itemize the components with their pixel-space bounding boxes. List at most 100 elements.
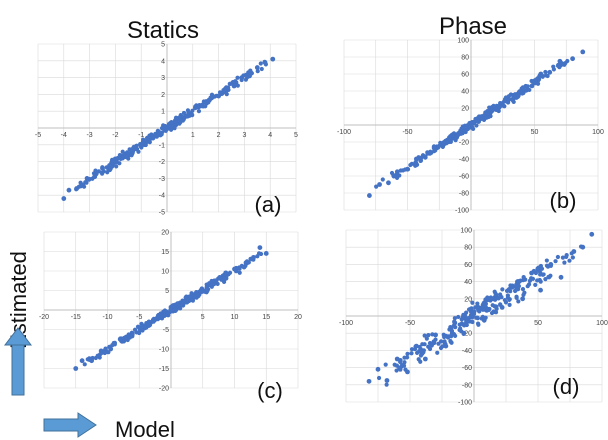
data-point	[394, 169, 400, 175]
x-tick-label: -50	[402, 129, 412, 136]
data-point	[476, 322, 481, 327]
x-tick-label: -4	[61, 132, 67, 139]
data-point	[222, 276, 228, 282]
y-tick-label: 40	[464, 279, 472, 286]
data-point	[131, 145, 136, 151]
data-point	[497, 104, 502, 109]
x-tick-label: -5	[136, 314, 142, 321]
data-point	[398, 168, 403, 173]
data-point	[571, 249, 577, 254]
data-point	[475, 306, 481, 311]
data-point	[520, 296, 526, 302]
data-point	[418, 158, 423, 163]
data-point	[440, 143, 446, 148]
data-point	[516, 299, 521, 304]
data-point	[174, 301, 180, 307]
data-point	[188, 111, 193, 116]
y-tick-label: 5	[165, 288, 169, 295]
data-point	[73, 366, 79, 371]
data-point	[141, 140, 146, 146]
data-point	[409, 161, 414, 166]
data-point	[235, 83, 240, 88]
data-point	[488, 114, 493, 119]
data-point	[105, 170, 110, 175]
data-point	[570, 255, 575, 260]
data-point	[452, 316, 457, 321]
data-point	[154, 134, 160, 139]
data-point	[117, 161, 122, 166]
data-point	[465, 319, 470, 324]
data-point	[447, 327, 452, 332]
y-tick-label: 40	[461, 89, 469, 96]
data-point	[490, 296, 496, 302]
data-point	[477, 114, 482, 119]
data-point	[443, 343, 449, 349]
data-point	[92, 174, 98, 180]
data-point	[270, 56, 276, 62]
data-point	[262, 60, 268, 65]
data-point	[589, 231, 595, 237]
data-point	[536, 77, 542, 82]
data-point	[527, 87, 532, 93]
data-point	[258, 61, 263, 66]
data-point	[413, 163, 418, 168]
data-point	[475, 316, 480, 321]
data-point	[466, 125, 471, 130]
data-point	[533, 282, 538, 287]
data-point	[463, 129, 468, 135]
data-point	[465, 316, 470, 321]
data-point	[567, 258, 572, 263]
data-point	[470, 319, 475, 325]
data-point	[127, 334, 133, 340]
data-point	[456, 314, 461, 320]
y-tick-label: 2	[161, 92, 165, 99]
y-tick-label: 15	[161, 249, 169, 256]
y-tick-label: 20	[161, 230, 169, 237]
data-point	[536, 265, 541, 270]
data-point	[366, 378, 372, 384]
data-point	[263, 251, 269, 256]
y-tick-label: -40	[459, 157, 469, 164]
data-point	[422, 342, 427, 347]
y-tick-label: 60	[461, 72, 469, 79]
data-point	[413, 156, 419, 162]
y-tick-label: -15	[159, 366, 169, 373]
data-point	[233, 79, 238, 84]
y-tick-label: -60	[459, 174, 469, 181]
data-point	[489, 310, 495, 316]
data-point	[74, 186, 80, 191]
data-point	[481, 317, 487, 323]
data-point	[220, 91, 225, 96]
data-point	[433, 332, 438, 338]
data-point	[469, 306, 474, 311]
data-point	[185, 113, 191, 119]
y-tick-label: -3	[159, 176, 165, 183]
right-arrow	[43, 412, 97, 438]
data-point	[123, 335, 128, 340]
x-tick-label: 10	[231, 314, 239, 321]
data-point	[383, 362, 388, 367]
data-point	[499, 305, 505, 310]
data-point	[107, 164, 113, 170]
data-point	[254, 65, 260, 70]
data-point	[223, 85, 229, 91]
data-point	[177, 115, 183, 121]
data-point	[505, 295, 511, 300]
data-point	[426, 332, 431, 338]
data-point	[494, 292, 499, 297]
data-point	[565, 58, 570, 64]
data-point	[217, 275, 222, 280]
data-point	[431, 149, 437, 154]
data-point	[367, 193, 372, 198]
x-tick-label: -2	[112, 132, 118, 139]
data-point	[490, 303, 495, 308]
data-point	[564, 253, 569, 258]
data-point	[494, 107, 499, 113]
data-point	[527, 278, 533, 283]
data-point	[482, 112, 487, 118]
data-point	[507, 302, 512, 307]
data-point	[475, 301, 480, 306]
x-tick-label: 50	[534, 320, 542, 327]
data-point	[544, 263, 550, 268]
